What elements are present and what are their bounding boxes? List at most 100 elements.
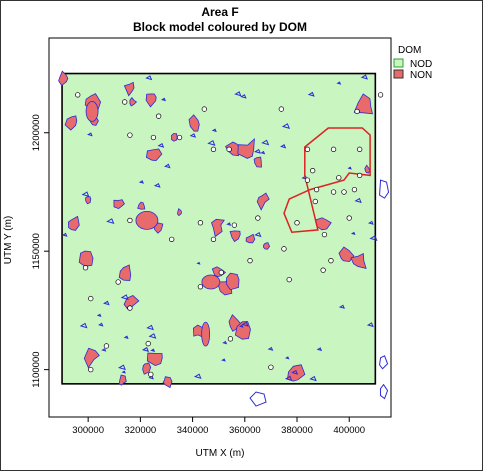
geology-polygon xyxy=(338,304,345,309)
geology-polygon xyxy=(141,346,150,352)
drill-hole xyxy=(357,146,363,152)
geology-polygon xyxy=(239,324,244,328)
geology-polygon xyxy=(240,94,247,99)
drill-hole xyxy=(286,276,292,283)
geology-polygon xyxy=(164,163,171,169)
non-patch xyxy=(83,347,100,369)
geology-polygon xyxy=(138,180,144,184)
non-patch xyxy=(211,218,225,238)
non-patch xyxy=(145,93,157,108)
non-patch xyxy=(177,207,182,217)
drill-hole xyxy=(103,343,110,349)
drill-hole xyxy=(336,175,342,181)
drill-hole xyxy=(357,172,363,179)
non-patch xyxy=(135,210,159,230)
non-patch xyxy=(287,364,306,382)
non-patch xyxy=(85,101,99,122)
x-tick-label: 320000 xyxy=(125,425,157,436)
non-patch xyxy=(171,133,178,142)
non-patch xyxy=(64,115,78,131)
geology-polygon xyxy=(61,232,68,237)
drill-hole xyxy=(197,284,204,290)
non-patch xyxy=(123,81,135,97)
geology-polygon xyxy=(148,333,157,339)
non-patch xyxy=(256,192,270,211)
drill-hole xyxy=(218,269,224,276)
drill-hole xyxy=(201,106,207,112)
geology-polygon xyxy=(254,231,262,238)
drill-hole xyxy=(255,215,261,221)
non-patch xyxy=(201,321,211,347)
drill-hole xyxy=(226,146,232,152)
non-patch xyxy=(58,70,69,87)
geology-polygon xyxy=(309,375,317,382)
geology-polygon xyxy=(193,373,202,380)
geology-polygon xyxy=(153,182,161,188)
geology-polygon xyxy=(101,348,107,352)
geology-polygon xyxy=(284,375,293,382)
legend: DOM NOD NON xyxy=(393,45,432,81)
non-patch xyxy=(67,215,80,231)
target-zone-outline xyxy=(283,127,371,233)
x-tick-label: 400000 xyxy=(333,425,365,436)
drill-hole xyxy=(127,305,133,311)
geology-polygon xyxy=(261,139,270,146)
drill-hole xyxy=(127,217,133,224)
geology-polygon xyxy=(380,383,389,400)
non-patch xyxy=(118,264,132,282)
geology-polygon xyxy=(253,148,261,154)
geology-polygon xyxy=(103,300,110,306)
non-patch xyxy=(226,272,240,291)
x-axis-label: UTM X (m) xyxy=(196,448,245,459)
non-patch xyxy=(85,196,92,205)
drill-hole xyxy=(150,134,157,141)
drill-hole xyxy=(88,366,94,373)
drill-hole xyxy=(313,186,320,193)
non-patch xyxy=(162,376,173,389)
non-patch xyxy=(350,252,367,269)
geology-polygon xyxy=(87,132,93,137)
geology-polygon xyxy=(81,191,90,197)
drill-hole xyxy=(88,295,94,302)
drill-hole xyxy=(82,265,89,271)
geology-polygon xyxy=(260,150,266,155)
geology-polygon xyxy=(316,347,323,352)
geology-polygon xyxy=(368,220,374,225)
drill-hole xyxy=(210,146,217,152)
geology-polygon xyxy=(301,175,308,180)
legend-title: DOM xyxy=(398,45,421,56)
drill-hole xyxy=(304,177,311,183)
drill-hole xyxy=(351,186,358,193)
geology-polygon xyxy=(307,91,315,97)
geology-polygon xyxy=(347,166,352,170)
non-patch xyxy=(245,233,256,244)
drill-hole xyxy=(294,220,300,226)
legend-swatch-non xyxy=(393,69,404,79)
drill-hole xyxy=(377,92,384,98)
drill-hole xyxy=(354,108,360,115)
drill-hole xyxy=(312,198,318,205)
y-tick-label: 1150000 xyxy=(31,233,42,269)
drill-hole xyxy=(75,92,81,98)
drill-hole xyxy=(341,189,347,195)
drill-hole xyxy=(304,146,311,152)
chart-subtitle: Block model coloured by DOM xyxy=(133,20,307,34)
drill-hole xyxy=(155,113,162,119)
non-patch xyxy=(338,246,355,263)
geology-polygon xyxy=(145,75,153,81)
x-tick-label: 340000 xyxy=(177,425,209,436)
drill-hole xyxy=(268,364,274,370)
non-patch xyxy=(201,274,221,290)
geology-polygon xyxy=(279,144,287,149)
geology-polygon xyxy=(207,139,216,146)
non-patch xyxy=(146,352,163,367)
non-patch xyxy=(263,242,271,250)
geology-polygon xyxy=(350,231,356,236)
geology-polygon xyxy=(121,370,126,374)
geology-polygon xyxy=(336,81,342,85)
geology-polygon xyxy=(211,128,217,133)
geology-polygon xyxy=(106,218,115,225)
drill-hole xyxy=(145,340,151,347)
geology-polygon xyxy=(157,142,165,148)
